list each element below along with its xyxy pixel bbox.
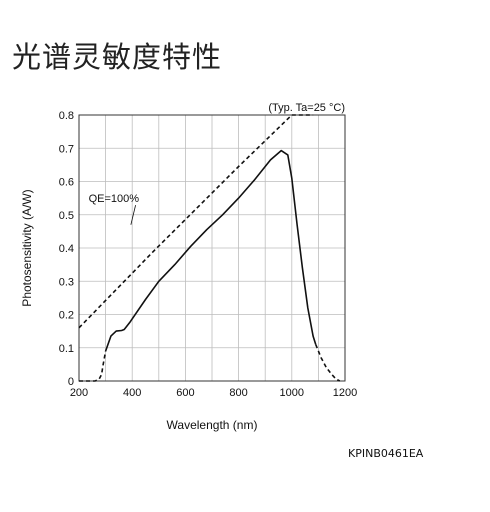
y-tick-label: 0.6: [59, 177, 74, 189]
qe-annotation-label: QE=100%: [89, 193, 140, 205]
x-tick-label: 600: [176, 387, 194, 399]
ticks-layer: 200 400 600 800 1000 1200 0 0.1 0.2 0.3 0.4 0.5 0.6 0…: [59, 110, 358, 399]
y-tick-label: 0.8: [59, 110, 74, 122]
series-line-dashed: [79, 350, 107, 382]
x-tick-label: 200: [70, 387, 88, 399]
y-tick-label: 0.4: [59, 243, 74, 255]
y-tick-label: 0.2: [59, 310, 74, 322]
condition-note: (Typ. Ta=25 °C): [268, 102, 345, 114]
x-tick-label: 400: [123, 387, 141, 399]
y-tick-label: 0.7: [59, 143, 74, 155]
series-line-solid: [104, 149, 317, 352]
series-line-dashed: [314, 344, 341, 382]
x-tick-label: 1000: [280, 387, 304, 399]
x-tick-label: 1200: [333, 387, 357, 399]
y-tick-label: 0.3: [59, 276, 74, 288]
x-tick-label: 800: [229, 387, 247, 399]
y-tick-label: 0: [68, 376, 74, 388]
y-tick-label: 0.1: [59, 343, 74, 355]
grid-layer: [79, 115, 345, 381]
x-axis-title: Wavelength (nm): [167, 418, 258, 432]
y-axis-title: Photosensitivity (A/W): [20, 189, 34, 306]
qe-annotation-leader: [130, 205, 136, 225]
series-line-dashed: [78, 114, 314, 329]
plot-frame: [78, 114, 346, 382]
page-title: 光谱灵敏度特性: [12, 40, 223, 74]
series-layer: [78, 114, 341, 382]
y-tick-label: 0.5: [59, 210, 74, 222]
figure-code: KPINB0461EA: [348, 447, 424, 460]
